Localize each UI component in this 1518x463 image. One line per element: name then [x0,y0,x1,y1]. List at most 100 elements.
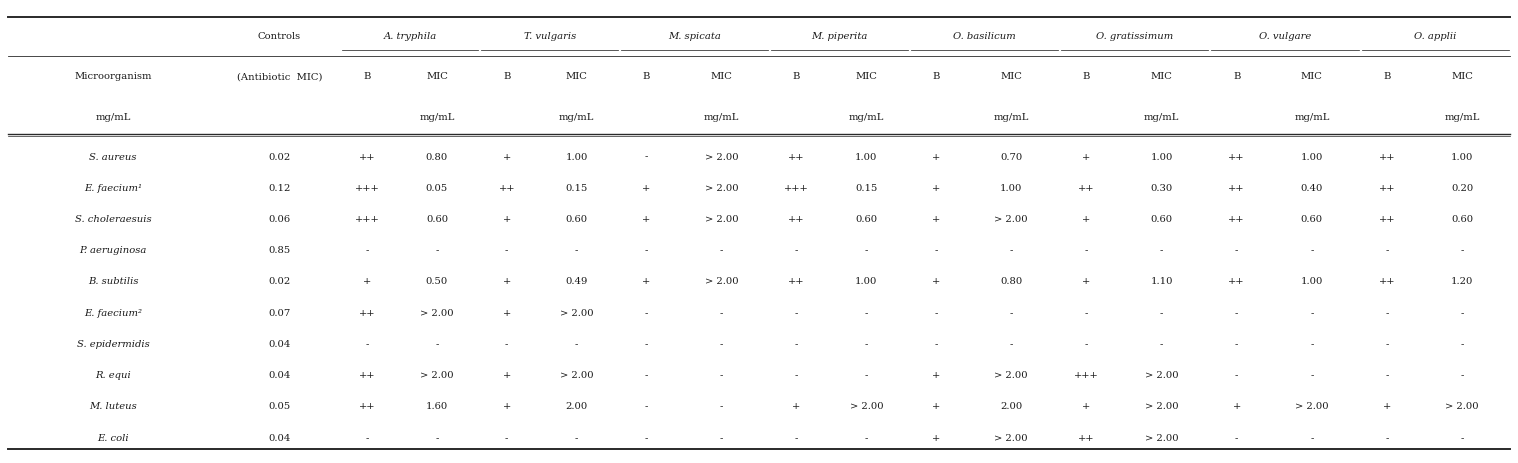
Text: B: B [932,72,940,81]
Text: -: - [1160,308,1163,317]
Text: ++: ++ [1228,183,1245,192]
Text: -: - [575,246,578,255]
Text: +: + [1082,277,1090,286]
Text: 0.85: 0.85 [269,246,290,255]
Text: 0.05: 0.05 [269,401,290,411]
Text: > 2.00: > 2.00 [560,370,594,379]
Text: -: - [1386,433,1389,442]
Text: -: - [645,308,648,317]
Text: -: - [795,308,798,317]
Text: > 2.00: > 2.00 [1445,401,1479,411]
Text: +: + [502,277,512,286]
Text: S. epidermidis: S. epidermidis [77,339,149,348]
Text: 0.60: 0.60 [1151,214,1172,224]
Text: -: - [1386,339,1389,348]
Text: 0.80: 0.80 [1000,277,1023,286]
Text: -: - [795,433,798,442]
Text: ++: ++ [1228,152,1245,161]
Text: 0.60: 0.60 [565,214,587,224]
Text: ++: ++ [788,277,805,286]
Text: O. basilicum: O. basilicum [953,32,1016,41]
Text: > 2.00: > 2.00 [994,433,1028,442]
Text: -: - [436,246,439,255]
Text: ++: ++ [1378,152,1395,161]
Text: -: - [1236,433,1239,442]
Text: -: - [366,433,369,442]
Text: 1.00: 1.00 [1151,152,1173,161]
Text: ++: ++ [1378,183,1395,192]
Text: O. applii: O. applii [1415,32,1456,41]
Text: 0.15: 0.15 [855,183,877,192]
Text: > 2.00: > 2.00 [1145,370,1178,379]
Text: 0.60: 0.60 [1451,214,1472,224]
Text: 0.80: 0.80 [427,152,448,161]
Text: -: - [1460,433,1463,442]
Text: -: - [865,339,868,348]
Text: +: + [1082,152,1090,161]
Text: +: + [932,214,940,224]
Text: -: - [1386,370,1389,379]
Text: 1.00: 1.00 [855,277,877,286]
Text: -: - [1009,246,1013,255]
Text: > 2.00: > 2.00 [704,183,738,192]
Text: +++: +++ [355,214,380,224]
Text: mg/mL: mg/mL [1145,113,1179,121]
Text: MIC: MIC [1000,72,1022,81]
Text: B: B [1383,72,1390,81]
Text: -: - [1310,339,1313,348]
Text: ++: ++ [788,152,805,161]
Text: 0.20: 0.20 [1451,183,1474,192]
Text: -: - [795,370,798,379]
Text: -: - [645,401,648,411]
Text: 1.00: 1.00 [565,152,587,161]
Text: 1.00: 1.00 [1301,152,1324,161]
Text: -: - [1160,246,1163,255]
Text: 0.15: 0.15 [565,183,587,192]
Text: > 2.00: > 2.00 [560,308,594,317]
Text: ++: ++ [1228,277,1245,286]
Text: Microorganism: Microorganism [74,72,152,81]
Text: 0.50: 0.50 [427,277,448,286]
Text: -: - [935,339,938,348]
Text: +: + [932,433,940,442]
Text: -: - [1460,246,1463,255]
Text: 1.00: 1.00 [1451,152,1474,161]
Text: -: - [645,246,648,255]
Text: > 2.00: > 2.00 [994,370,1028,379]
Text: -: - [865,433,868,442]
Text: +++: +++ [785,183,809,192]
Text: > 2.00: > 2.00 [850,401,883,411]
Text: -: - [720,433,723,442]
Text: -: - [505,433,509,442]
Text: -: - [366,339,369,348]
Text: 1.60: 1.60 [427,401,448,411]
Text: -: - [720,308,723,317]
Text: -: - [645,152,648,161]
Text: -: - [865,246,868,255]
Text: +: + [502,152,512,161]
Text: T. vulgaris: T. vulgaris [524,32,575,41]
Text: -: - [935,308,938,317]
Text: MIC: MIC [1301,72,1322,81]
Text: > 2.00: > 2.00 [1295,401,1328,411]
Text: -: - [1236,246,1239,255]
Text: 0.60: 0.60 [855,214,877,224]
Text: 0.30: 0.30 [1151,183,1173,192]
Text: +: + [1082,401,1090,411]
Text: +: + [932,370,940,379]
Text: -: - [1085,339,1088,348]
Text: -: - [795,339,798,348]
Text: B: B [363,72,370,81]
Text: +: + [502,308,512,317]
Text: -: - [1236,370,1239,379]
Text: 0.40: 0.40 [1301,183,1324,192]
Text: 0.60: 0.60 [1301,214,1322,224]
Text: > 2.00: > 2.00 [704,214,738,224]
Text: -: - [436,339,439,348]
Text: 1.00: 1.00 [1000,183,1023,192]
Text: +: + [642,277,650,286]
Text: -: - [720,339,723,348]
Text: MIC: MIC [1151,72,1172,81]
Text: A. tryphila: A. tryphila [384,32,437,41]
Text: -: - [1236,339,1239,348]
